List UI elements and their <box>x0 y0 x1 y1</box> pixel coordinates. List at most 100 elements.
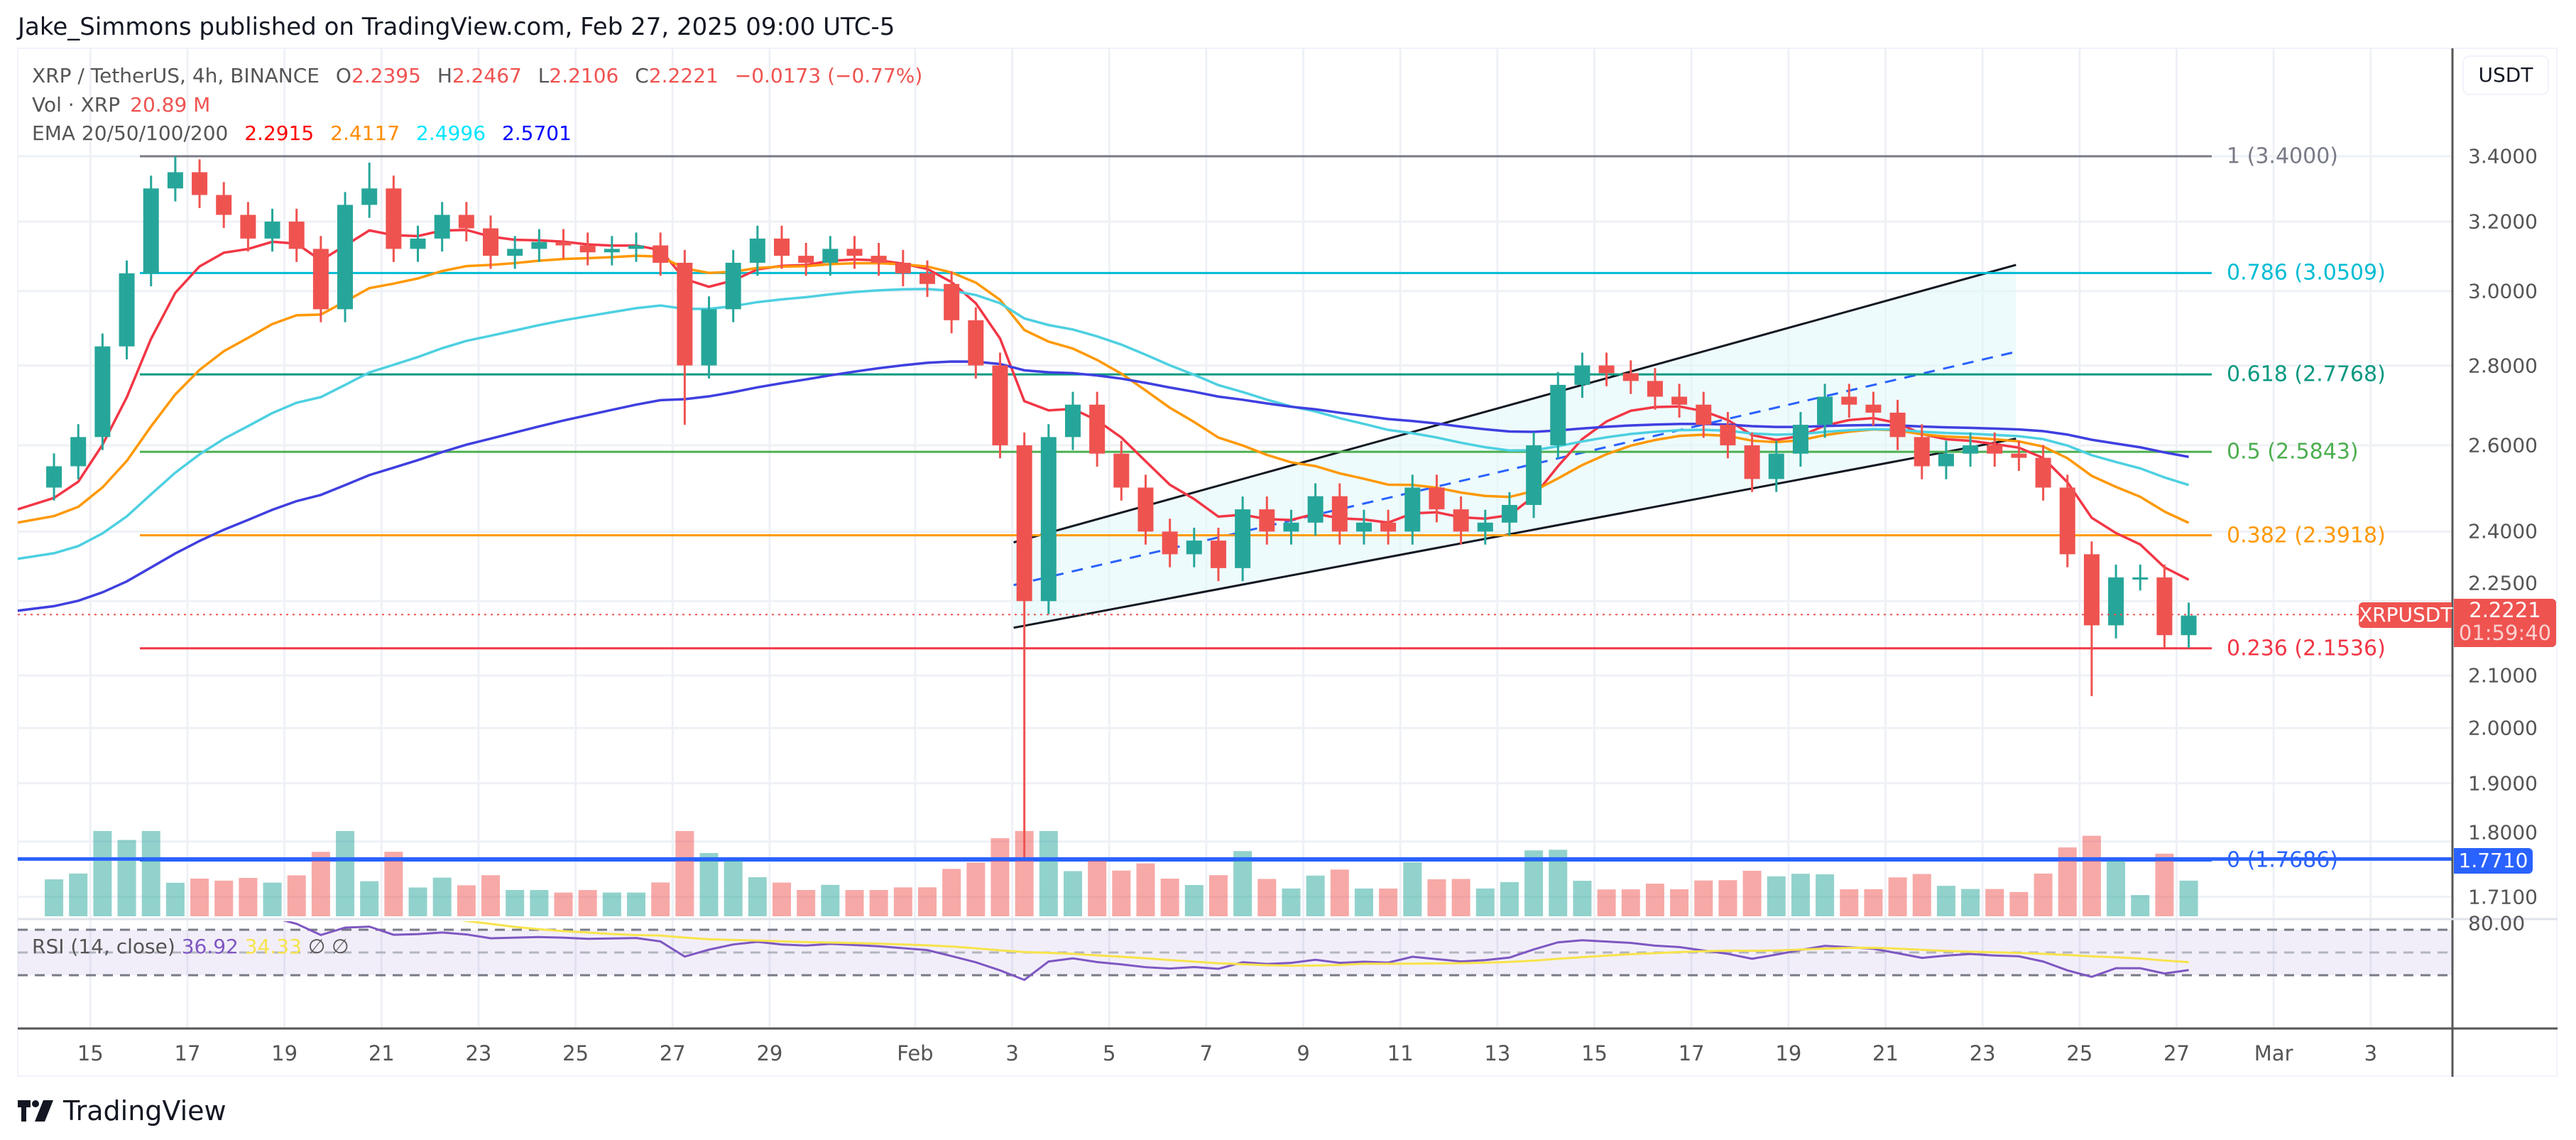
candle-body <box>1889 412 1906 438</box>
date-tick-label: Mar <box>2254 1041 2293 1065</box>
rsi-value: 36.92 <box>181 935 239 958</box>
low-value: 2.2106 <box>549 64 619 87</box>
volume-bar <box>1621 889 1640 916</box>
candle-body <box>822 249 839 263</box>
candle-body <box>2108 577 2124 626</box>
rsi-label[interactable]: RSI (14, close) <box>32 935 175 958</box>
ema-label[interactable]: EMA 20/50/100/200 <box>32 121 229 145</box>
volume-bar <box>408 887 427 916</box>
candle-body <box>361 188 378 205</box>
candle-body <box>1307 496 1324 523</box>
candle-body <box>653 245 669 263</box>
date-tick-label: 19 <box>1775 1041 1802 1065</box>
price-tick-label: 2.4000 <box>2468 519 2538 543</box>
volume-bar <box>1524 850 1544 916</box>
volume-bar <box>1403 862 1422 916</box>
published-caption: Jake_Simmons published on TradingView.co… <box>18 13 895 41</box>
volume-value: 20.89 M <box>130 93 211 116</box>
fib-level-label: 0.5 (2.5843) <box>2227 439 2359 465</box>
volume-bar <box>2155 853 2174 916</box>
price-tick-label: 1.9000 <box>2468 771 2538 796</box>
change-value: −0.0173 (−0.77%) <box>734 64 923 87</box>
volume-bar <box>311 852 330 916</box>
volume-bar <box>773 882 792 916</box>
candle-body <box>1550 384 1566 445</box>
candle-body <box>288 221 305 249</box>
date-tick-label: 13 <box>1484 1041 1511 1065</box>
date-tick-label: 7 <box>1199 1041 1213 1065</box>
volume-bar <box>432 877 452 916</box>
volume-bar <box>1160 879 1179 916</box>
candle-body <box>628 245 645 249</box>
candle-body <box>1841 396 1857 405</box>
volume-bar <box>1233 851 1252 916</box>
ema200-value: 2.5701 <box>501 121 572 145</box>
volume-bar <box>1088 859 1107 916</box>
rsi-na-value: ∅ <box>307 935 326 958</box>
close-value: 2.2221 <box>648 64 719 87</box>
volume-bar <box>1475 888 1495 916</box>
date-tick-label: 23 <box>1969 1041 1996 1065</box>
volume-bar <box>942 869 961 916</box>
bar-countdown: 01:59:40 <box>2458 621 2552 645</box>
candle-body <box>507 249 523 256</box>
volume-bar <box>360 881 379 916</box>
volume-bar <box>1816 874 1835 916</box>
volume-bar <box>530 890 549 916</box>
currency-button[interactable]: USDT <box>2462 55 2549 95</box>
fib-level-label: 1 (3.4000) <box>2227 143 2339 169</box>
candle-body <box>1186 541 1202 555</box>
volume-bar <box>2009 891 2029 916</box>
volume-bar <box>384 852 403 916</box>
candle-body <box>1938 453 1954 467</box>
volume-bar <box>336 831 355 916</box>
candle-body <box>1792 425 1808 454</box>
date-tick-label: 5 <box>1102 1041 1116 1065</box>
volume-bar <box>141 831 160 916</box>
candle-body <box>1622 373 1639 381</box>
chart-frame <box>17 48 2558 1077</box>
date-tick-label: 25 <box>562 1041 589 1065</box>
volume-bar <box>1936 886 1955 916</box>
volume-label[interactable]: Vol · XRP <box>32 93 121 116</box>
price-tick-label: 1.7100 <box>2468 885 2538 909</box>
volume-bar <box>1985 889 2004 916</box>
date-tick-label: 23 <box>465 1041 492 1065</box>
low-label: L <box>537 64 550 87</box>
symbol-name[interactable]: XRP / TetherUS, 4h, BINANCE <box>32 64 320 87</box>
candle-body <box>410 238 426 249</box>
volume-bar <box>821 884 840 916</box>
candle-body <box>1817 396 1833 425</box>
date-tick-label: 21 <box>368 1041 395 1065</box>
volume-bar <box>1379 888 1398 916</box>
volume-bar <box>1767 876 1786 916</box>
volume-bar <box>1136 863 1155 916</box>
candle-body <box>1963 445 1979 454</box>
candle-body <box>579 245 596 253</box>
volume-bar <box>69 873 88 916</box>
volume-bar <box>1500 881 1519 916</box>
volume-bar <box>457 885 476 916</box>
candle-body <box>312 249 329 310</box>
volume-legend: Vol · XRP 20.89 M <box>32 93 220 116</box>
volume-bar <box>1427 879 1446 916</box>
rsi-na-value: ∅ <box>332 935 349 958</box>
candle-body <box>1720 425 1736 445</box>
volume-bar <box>1645 884 1664 916</box>
volume-bar <box>287 875 306 916</box>
volume-bar <box>1670 889 1689 916</box>
tradingview-logo[interactable]: TradingView <box>18 1095 227 1127</box>
volume-bar <box>1694 880 1713 916</box>
horizontal-line-price-tag: 1.7710 <box>2454 848 2533 874</box>
volume-bar <box>263 882 282 916</box>
date-tick-label: 9 <box>1297 1041 1310 1065</box>
date-tick-label: 19 <box>271 1041 298 1065</box>
candle-body <box>1696 404 1712 425</box>
volume-bar <box>675 831 694 916</box>
symbol-price-tag: XRPUSDT <box>2359 602 2453 628</box>
volume-bars <box>45 831 2198 916</box>
date-tick-label: 3 <box>2364 1041 2378 1065</box>
volume-bar <box>117 840 136 916</box>
candle-body <box>1768 453 1784 479</box>
